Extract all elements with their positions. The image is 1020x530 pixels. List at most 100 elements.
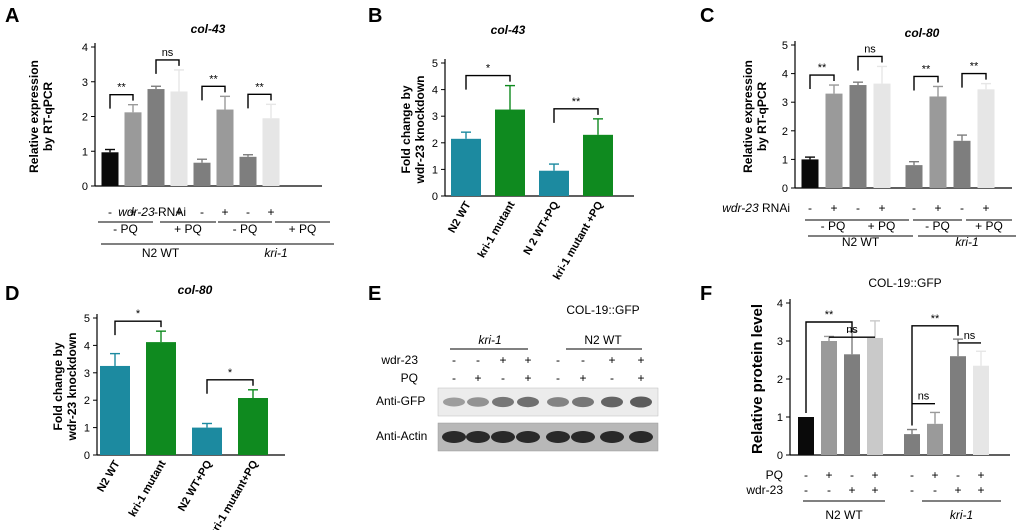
rnai-sign: - <box>856 201 860 215</box>
significance-label: ** <box>825 309 834 321</box>
y-tick-label: 0 <box>777 450 783 462</box>
pq-group-label: - PQ <box>113 222 138 236</box>
bar <box>124 112 142 186</box>
panel-label-c: C <box>700 5 714 27</box>
significance-label: ** <box>572 96 581 108</box>
panel-label-b: B <box>368 5 382 27</box>
strain-group-label: N2 WT <box>142 246 180 260</box>
bar <box>101 152 119 186</box>
actin-band <box>571 431 595 443</box>
y-tick-label: 1 <box>432 164 438 176</box>
sign-row-label: wdr-23 <box>745 483 783 497</box>
rnai-sign: - <box>200 205 204 219</box>
sign: - <box>827 483 831 497</box>
panel-c-chart: col-80 Relative expression by RT-qPCR 0 1 2 3 4… <box>722 26 1016 249</box>
significance-label: ** <box>209 73 218 85</box>
bar <box>170 91 188 186</box>
actin-band <box>491 431 515 443</box>
bar <box>825 93 843 188</box>
rnai-sign: - <box>246 205 250 219</box>
significance-bracket <box>465 74 511 90</box>
blot-sign: + <box>579 371 586 385</box>
significance-bracket <box>805 321 853 413</box>
y-tick-label: 3 <box>782 97 788 109</box>
bar <box>238 398 268 455</box>
blot-sign: + <box>637 353 644 367</box>
bar <box>929 96 947 188</box>
blot-group-n2wt: N2 WT <box>584 333 622 347</box>
x-category-label: N2 WT <box>95 458 123 494</box>
panel-label-f: F <box>700 283 712 305</box>
significance-bracket <box>201 85 226 101</box>
bar <box>146 342 176 455</box>
x-category-label: kri-1 mutant <box>476 199 518 260</box>
y-axis-label: wdr-23 knockdown <box>65 332 79 441</box>
sign: + <box>977 468 984 482</box>
blot-bands <box>442 396 653 443</box>
rnai-sign: + <box>934 201 941 215</box>
y-axis-label: Fold change by <box>399 85 413 173</box>
strain-group-label: kri-1 <box>950 508 973 522</box>
sign: + <box>977 483 984 497</box>
y-tick-label: 4 <box>84 340 90 352</box>
significance-bracket <box>961 72 987 88</box>
significance-label: ns <box>964 330 976 342</box>
rnai-sign: - <box>960 201 964 215</box>
actin-band <box>629 431 653 443</box>
y-tick-label: 1 <box>84 423 90 435</box>
panel-b-chart: col-43 Fold change by wdr-23 knockdown 0 1 2 3… <box>399 23 634 282</box>
gfp-band <box>517 396 539 408</box>
y-tick-label: 4 <box>777 298 783 310</box>
sign: + <box>825 468 832 482</box>
pq-group-label: + PQ <box>975 219 1003 233</box>
sign-row-label: PQ <box>766 468 783 482</box>
sign: - <box>956 468 960 482</box>
x-category-label: kri-1 mutant +PQ <box>551 199 606 282</box>
bar <box>873 83 891 188</box>
y-axis-label: Relative expression <box>27 60 41 173</box>
significance-bracket <box>206 379 254 394</box>
y-tick-label: 5 <box>432 58 438 70</box>
chart-title: COL-19::GFP <box>868 276 941 290</box>
significance-label: ns <box>846 324 858 336</box>
actin-band <box>466 431 490 443</box>
bar <box>953 140 971 188</box>
sign: - <box>804 468 808 482</box>
blot-sign: - <box>476 353 480 367</box>
significance-bracket <box>114 320 162 336</box>
x-category-label: N2 WT <box>446 199 474 235</box>
blot-title: COL-19::GFP <box>566 303 639 317</box>
bar <box>193 162 211 186</box>
x-category-label: N2 WT+PQ <box>176 458 215 513</box>
significance-label: ** <box>818 62 827 74</box>
sign: + <box>954 483 961 497</box>
rnai-sign: - <box>912 201 916 215</box>
blot-sign: - <box>501 371 505 385</box>
x-category-label: kri-1 mutant+PQ <box>208 458 261 530</box>
blot-sign: - <box>452 353 456 367</box>
y-tick-label: 4 <box>782 69 788 81</box>
y-tick-label: 1 <box>777 412 783 424</box>
actin-band <box>600 431 624 443</box>
rnai-sign: + <box>221 205 228 219</box>
y-tick-label: 2 <box>84 395 90 407</box>
pq-group-label: - PQ <box>821 219 846 233</box>
blot-sign: + <box>524 371 531 385</box>
blot-sign: + <box>608 353 615 367</box>
rnai-sign: + <box>830 201 837 215</box>
significance-bracket <box>809 74 835 90</box>
gfp-band <box>443 397 465 407</box>
chart-title: col-80 <box>905 26 940 40</box>
y-tick-label: 3 <box>777 336 783 348</box>
blot-group-kri1: kri-1 <box>478 333 501 347</box>
blot-sign: + <box>474 371 481 385</box>
y-axis-label: Fold change by <box>51 342 65 430</box>
bar <box>801 159 819 188</box>
blot-sign: + <box>524 353 531 367</box>
bar <box>973 365 989 455</box>
y-tick-label: 0 <box>432 191 438 203</box>
gfp-band <box>467 397 489 407</box>
blot-sign: - <box>556 353 560 367</box>
